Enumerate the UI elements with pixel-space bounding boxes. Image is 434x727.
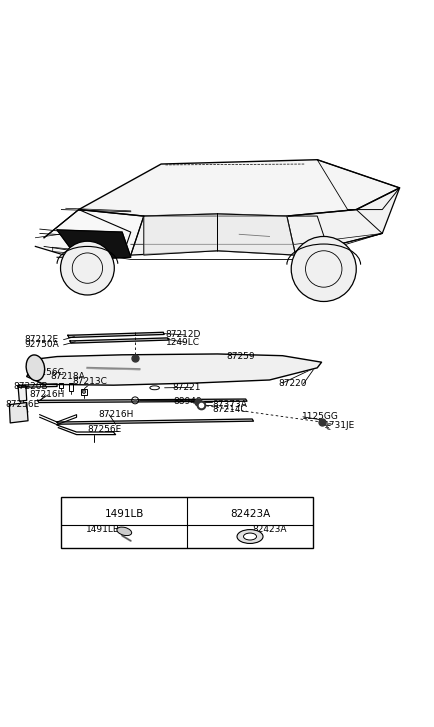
Polygon shape: [37, 399, 247, 403]
Text: 1491LB: 1491LB: [104, 509, 144, 519]
Text: 87256E: 87256E: [5, 400, 39, 409]
Polygon shape: [68, 332, 164, 337]
Polygon shape: [57, 230, 131, 260]
Polygon shape: [57, 419, 253, 425]
Text: 87220B: 87220B: [14, 382, 48, 391]
Bar: [69, 383, 73, 391]
Text: 1125GG: 1125GG: [301, 412, 338, 422]
Text: 92750A: 92750A: [24, 340, 59, 350]
Polygon shape: [18, 384, 57, 387]
Text: 87212E: 87212E: [24, 335, 59, 344]
Text: 87373A: 87373A: [212, 400, 247, 409]
Polygon shape: [79, 160, 399, 216]
Text: 88949: 88949: [173, 397, 201, 406]
Text: 87221: 87221: [171, 383, 200, 392]
Text: 1491LB: 1491LB: [85, 525, 119, 534]
Polygon shape: [18, 385, 26, 401]
Polygon shape: [35, 209, 144, 260]
Polygon shape: [26, 354, 321, 385]
Polygon shape: [10, 403, 28, 423]
Polygon shape: [144, 214, 217, 255]
Text: 82423A: 82423A: [252, 525, 286, 534]
Ellipse shape: [243, 533, 256, 540]
Bar: [81, 389, 87, 395]
Circle shape: [290, 236, 355, 302]
Ellipse shape: [26, 355, 45, 381]
Text: 87256C: 87256C: [29, 368, 64, 377]
Ellipse shape: [117, 527, 132, 536]
Text: 87216H: 87216H: [98, 410, 133, 419]
Bar: [59, 382, 63, 388]
Polygon shape: [70, 338, 168, 343]
Text: 82423A: 82423A: [229, 509, 270, 519]
Circle shape: [82, 390, 85, 393]
Text: 87213C: 87213C: [72, 377, 107, 386]
Text: 87212D: 87212D: [165, 330, 201, 340]
Text: 87218A: 87218A: [50, 372, 85, 382]
Text: 1249LC: 1249LC: [165, 338, 199, 347]
Text: 87256E: 87256E: [87, 425, 122, 434]
Text: 87216H: 87216H: [29, 390, 64, 399]
Polygon shape: [131, 188, 399, 255]
Bar: [61, 497, 312, 547]
Text: 87259: 87259: [226, 352, 254, 361]
Circle shape: [60, 241, 114, 295]
Text: 1731JE: 1731JE: [323, 421, 354, 430]
Text: 87214C: 87214C: [212, 404, 247, 414]
Text: 87220: 87220: [278, 379, 306, 388]
Ellipse shape: [237, 529, 263, 544]
Polygon shape: [217, 214, 295, 255]
